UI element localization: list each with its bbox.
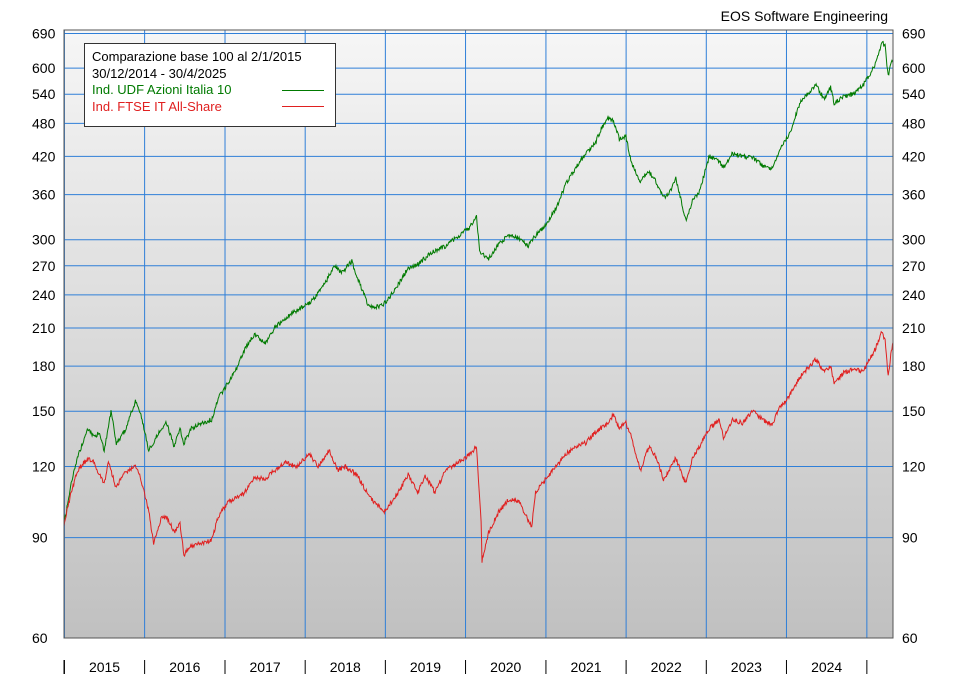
plot-frame [63, 29, 894, 639]
y-tick-label-left: 600 [32, 60, 56, 76]
x-tick-label: 2023 [731, 659, 762, 675]
y-tick-label-right: 150 [902, 403, 926, 419]
legend: Comparazione base 100 al 2/1/2015 30/12/… [84, 43, 336, 127]
grid-layer [63, 30, 893, 639]
y-tick-label-left: 90 [32, 530, 48, 546]
series-layer [63, 40, 894, 563]
y-tick-label-right: 210 [902, 320, 926, 336]
y-tick-label-right: 240 [902, 287, 926, 303]
x-tick-label: 2017 [250, 659, 281, 675]
y-tick-label-left: 360 [32, 187, 56, 203]
series-line-udf [63, 40, 894, 523]
x-tick-label: 2021 [570, 659, 601, 675]
x-tick-label: 2016 [169, 659, 200, 675]
series-line-ftse [63, 330, 894, 563]
legend-swatch-ftse [282, 106, 324, 108]
y-tick-label-right: 90 [902, 530, 918, 546]
y-tick-label-left: 690 [32, 26, 56, 42]
x-tick-label: 2018 [330, 659, 361, 675]
y-tick-label-left: 420 [32, 148, 56, 164]
y-tick-label-left: 270 [32, 258, 56, 274]
y-tick-label-right: 600 [902, 60, 926, 76]
plot-area [64, 30, 893, 638]
legend-entry-udf: Ind. UDF Azioni Italia 10 [92, 82, 328, 99]
y-tick-label-right: 360 [902, 187, 926, 203]
y-tick-label-right: 540 [902, 86, 926, 102]
x-tick-label: 2019 [410, 659, 441, 675]
y-tick-label-left: 60 [32, 630, 48, 646]
x-tick-label: 2024 [811, 659, 842, 675]
legend-label-ftse: Ind. FTSE IT All-Share [92, 98, 222, 114]
y-tick-label-right: 180 [902, 358, 926, 374]
legend-entry-ftse: Ind. FTSE IT All-Share [92, 99, 328, 116]
chart-subtitle: 30/12/2014 - 30/4/2025 [92, 65, 227, 81]
y-tick-label-left: 480 [32, 115, 56, 131]
y-tick-label-left: 300 [32, 232, 56, 248]
y-tick-label-left: 120 [32, 458, 56, 474]
y-tick-label-left: 240 [32, 287, 56, 303]
chart-title: Comparazione base 100 al 2/1/2015 [92, 49, 302, 64]
y-tick-label-right: 420 [902, 148, 926, 164]
y-tick-label-right: 690 [902, 26, 926, 42]
legend-swatch-udf [282, 89, 324, 91]
y-tick-label-right: 120 [902, 458, 926, 474]
y-tick-label-right: 60 [902, 630, 918, 646]
legend-label-udf: Ind. UDF Azioni Italia 10 [92, 82, 232, 97]
y-tick-label-right: 480 [902, 115, 926, 131]
y-tick-label-left: 210 [32, 320, 56, 336]
y-tick-label-left: 540 [32, 86, 56, 102]
y-tick-label-right: 270 [902, 258, 926, 274]
x-tick-label: 2015 [89, 659, 120, 675]
y-tick-label-left: 150 [32, 403, 56, 419]
x-tick-label: 2022 [651, 659, 682, 675]
y-tick-label-right: 300 [902, 232, 926, 248]
y-tick-label-left: 180 [32, 358, 56, 374]
axes-layer: 60 60 90 90 120 120 150 150 180 180 210 210 240 240 27… [32, 26, 926, 675]
x-tick-label: 2020 [490, 659, 521, 675]
credit-label: EOS Software Engineering [720, 8, 888, 24]
